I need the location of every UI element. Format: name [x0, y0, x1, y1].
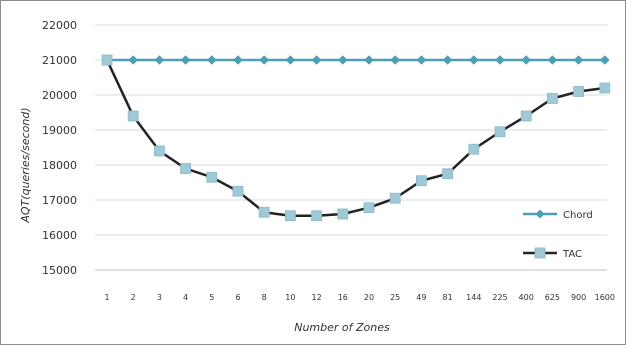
x-tick-label: 25 — [390, 293, 400, 302]
data-point-tac — [415, 175, 427, 187]
x-tick-label: 6 — [235, 293, 240, 302]
data-point-chord — [128, 55, 139, 65]
data-point-chord — [442, 55, 453, 65]
y-tick-label: 21000 — [42, 54, 77, 67]
x-tick-label: 20 — [364, 293, 374, 302]
data-point-chord — [233, 55, 243, 65]
legend-label-chord: Chord — [563, 210, 593, 221]
data-point-tac — [337, 208, 349, 220]
series-line-tac — [105, 59, 605, 217]
data-point-tac — [468, 143, 480, 155]
data-point-tac — [573, 86, 584, 97]
x-tick-label: 1600 — [595, 293, 615, 302]
x-tick-label: 49 — [416, 293, 426, 302]
data-point-chord — [573, 55, 584, 65]
data-point-tac — [520, 110, 532, 122]
x-tick-label: 8 — [262, 293, 267, 302]
data-point-tac — [547, 93, 558, 104]
data-point-chord — [416, 55, 427, 65]
data-point-tac — [101, 54, 113, 66]
data-point-chord — [599, 55, 610, 65]
x-tick-label: 10 — [285, 293, 295, 302]
y-tick-label: 20000 — [42, 89, 77, 102]
data-point-chord — [468, 55, 479, 65]
data-point-chord — [206, 55, 217, 65]
gridlines — [95, 24, 607, 271]
x-tick-label: 1 — [104, 293, 109, 302]
legend: Chord TAC — [523, 209, 593, 260]
data-point-chord — [337, 55, 348, 65]
x-tick-label: 144 — [466, 293, 481, 302]
data-point-tac — [180, 163, 192, 174]
x-tick-label: 625 — [545, 293, 560, 302]
data-point-tac — [389, 192, 401, 204]
y-tick-label: 15000 — [42, 264, 77, 277]
data-point-tac — [442, 168, 454, 180]
data-point-tac — [311, 210, 323, 222]
x-tick-label: 81 — [443, 293, 453, 302]
data-point-chord — [495, 55, 505, 65]
data-point-tac — [206, 171, 218, 183]
x-tick-label: 900 — [571, 293, 586, 302]
data-point-chord — [521, 55, 532, 65]
data-point-tac — [599, 82, 611, 94]
data-point-tac — [153, 145, 165, 157]
y-tick-label: 16000 — [42, 229, 77, 242]
legend-label-tac: TAC — [562, 249, 582, 260]
data-point-chord — [311, 55, 322, 65]
y-tick-label: 22000 — [42, 19, 77, 32]
y-tick-label: 18000 — [42, 159, 77, 172]
y-tick-label: 17000 — [42, 194, 77, 207]
data-point-chord — [154, 55, 165, 65]
data-point-tac — [258, 206, 270, 218]
y-axis-title: AQT(queries/second) — [19, 107, 32, 223]
x-tick-label: 400 — [519, 293, 534, 302]
x-tick-label: 2 — [131, 293, 136, 302]
legend-marker-tac — [534, 247, 546, 259]
x-tick-label: 5 — [209, 293, 214, 302]
data-point-tac — [232, 185, 244, 197]
data-point-chord — [180, 55, 191, 65]
x-tick-label: 4 — [183, 293, 188, 302]
x-tick-label: 225 — [492, 293, 507, 302]
data-point-chord — [259, 55, 270, 65]
data-point-tac — [363, 202, 375, 214]
data-point-chord — [285, 55, 296, 65]
x-tick-label: 12 — [312, 293, 322, 302]
data-point-chord — [390, 55, 401, 65]
data-point-tac — [284, 210, 296, 222]
y-tick-label: 19000 — [42, 124, 77, 137]
y-axis-tick-labels: 15000 16000 17000 18000 19000 20000 21000 22000 — [42, 19, 77, 277]
data-point-chord — [364, 55, 374, 65]
x-tick-label: 16 — [338, 293, 348, 302]
x-tick-label: 3 — [157, 293, 162, 302]
series-group — [101, 54, 611, 222]
data-point-tac — [127, 110, 139, 122]
data-point-tac — [494, 126, 506, 138]
x-axis-tick-labels: 1 2 3 4 5 6 8 10 12 16 20 25 49 81 144 225 400 625 900 1600 — [104, 293, 615, 302]
data-point-chord — [547, 55, 558, 65]
legend-marker-chord — [535, 209, 545, 219]
x-axis-title: Number of Zones — [294, 321, 390, 334]
